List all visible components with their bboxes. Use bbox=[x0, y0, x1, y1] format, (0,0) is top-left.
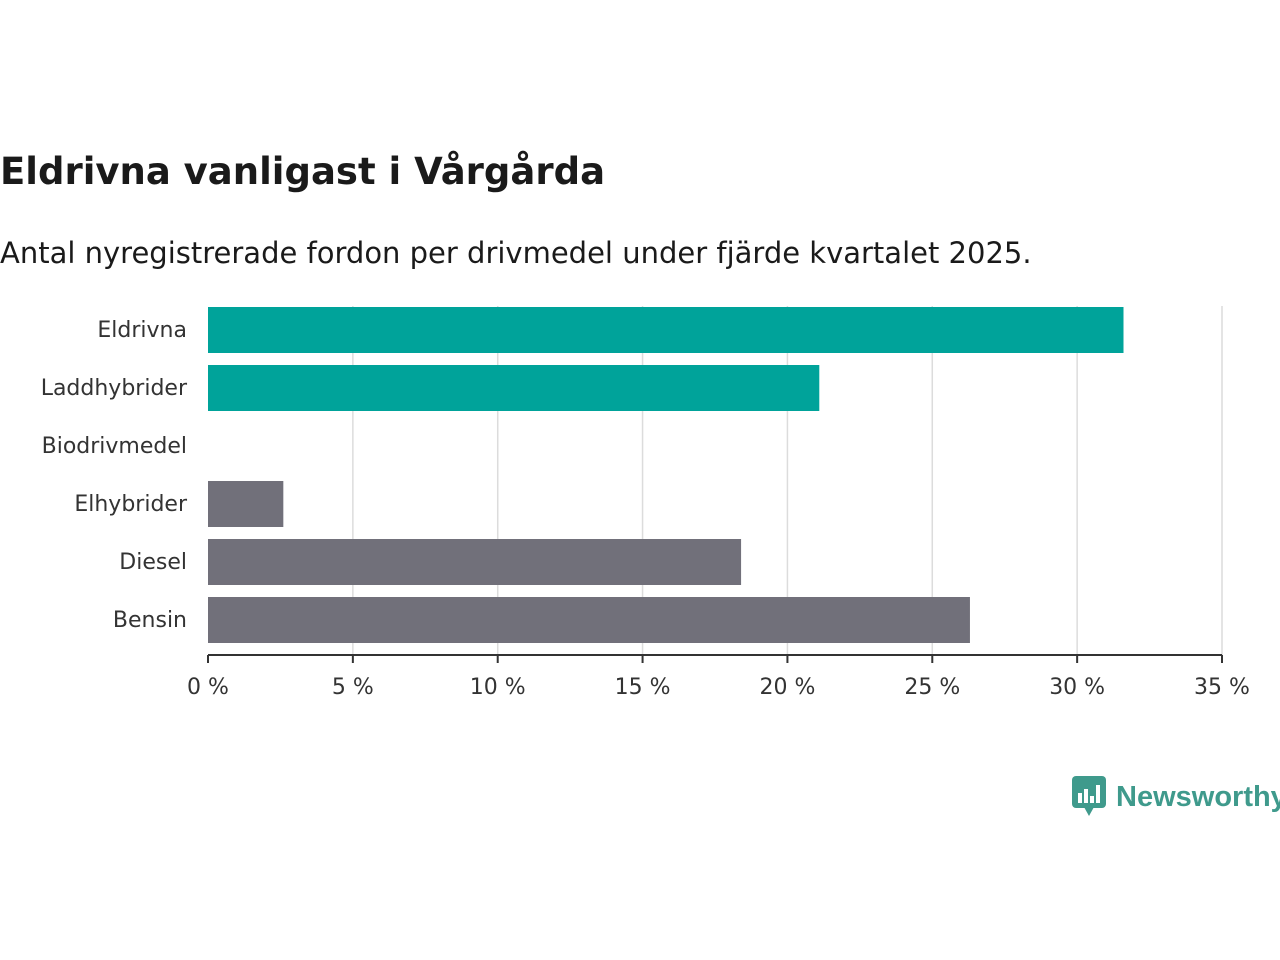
bar-chart: Eldrivna Laddhybrider Biodrivmedel Elhybrid… bbox=[41, 306, 1250, 700]
x-tick-label: 15 % bbox=[615, 675, 671, 700]
chart-subtitle: Antal nyregistrerade fordon per drivmede… bbox=[0, 236, 1032, 270]
category-label: Bensin bbox=[113, 608, 187, 633]
x-tick-label: 5 % bbox=[332, 675, 374, 700]
bars bbox=[208, 307, 1124, 643]
category-label: Eldrivna bbox=[97, 318, 187, 343]
bar-diesel bbox=[208, 539, 742, 585]
x-tick-label: 30 % bbox=[1049, 675, 1105, 700]
newsworthy-logo: Newsworthy bbox=[1072, 776, 1280, 818]
x-tick-label: 0 % bbox=[187, 675, 229, 700]
bar-laddhybrider bbox=[208, 365, 820, 411]
category-label: Laddhybrider bbox=[41, 376, 188, 401]
category-label: Elhybrider bbox=[74, 492, 188, 517]
category-label: Biodrivmedel bbox=[42, 434, 187, 459]
bar-bensin bbox=[208, 597, 970, 643]
chart-title: Eldrivna vanligast i Vårgårda bbox=[0, 150, 606, 193]
bar-elhybrider bbox=[208, 481, 284, 527]
newsworthy-logo-text: Newsworthy bbox=[1116, 780, 1280, 813]
newsworthy-logo-icon bbox=[1072, 776, 1106, 816]
x-axis: 0 % 5 % 10 % 15 % 20 % 25 % 30 % 35 % bbox=[187, 654, 1250, 700]
x-tick-label: 20 % bbox=[759, 675, 815, 700]
x-tick-label: 25 % bbox=[904, 675, 960, 700]
x-tick-label: 35 % bbox=[1194, 675, 1250, 700]
bar-eldrivna bbox=[208, 307, 1124, 353]
category-labels: Eldrivna Laddhybrider Biodrivmedel Elhybrid… bbox=[41, 318, 188, 633]
x-tick-label: 10 % bbox=[470, 675, 526, 700]
category-label: Diesel bbox=[119, 550, 187, 575]
grid-lines bbox=[352, 306, 1223, 655]
